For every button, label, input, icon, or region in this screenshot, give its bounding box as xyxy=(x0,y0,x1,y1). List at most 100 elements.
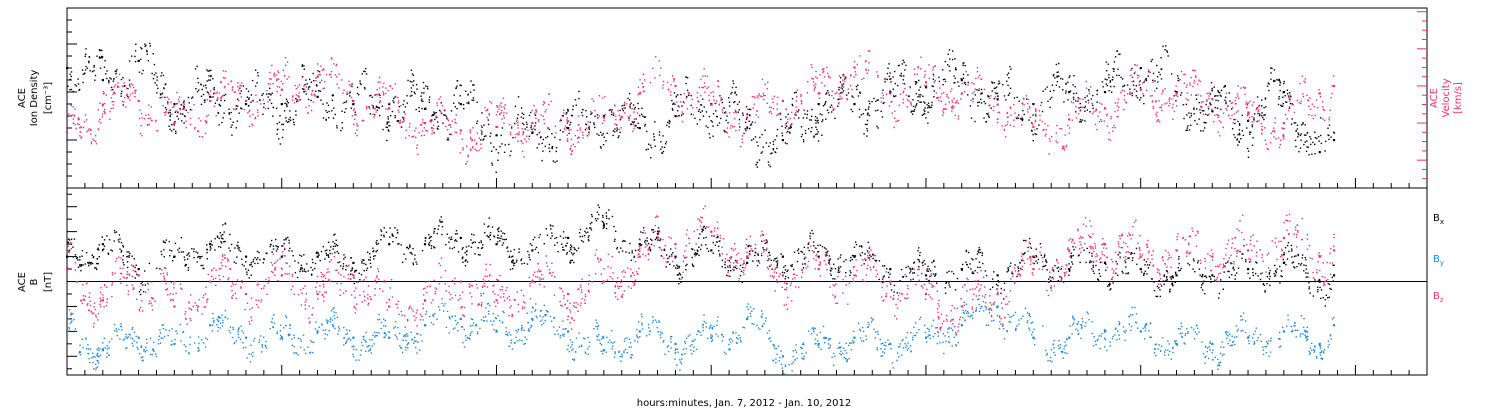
by-point xyxy=(138,337,140,339)
ion-density-point xyxy=(129,79,130,80)
ion-density-point xyxy=(913,106,914,107)
velocity-point xyxy=(571,139,572,140)
ion-density-point xyxy=(493,146,494,147)
ion-density-point xyxy=(76,85,77,86)
velocity-point xyxy=(973,83,974,84)
by-point xyxy=(171,328,172,329)
ion-density-point xyxy=(210,70,211,71)
velocity-point xyxy=(1305,78,1306,79)
velocity-point xyxy=(1086,88,1087,89)
velocity-point xyxy=(1023,104,1024,105)
velocity-point xyxy=(1139,81,1140,82)
velocity-point xyxy=(670,84,671,85)
velocity-point xyxy=(150,118,151,119)
velocity-point xyxy=(125,106,126,107)
ion-density-point xyxy=(877,110,878,111)
velocity-point xyxy=(216,115,217,116)
by-point xyxy=(781,364,782,365)
ion-density-point xyxy=(901,75,902,76)
ion-density-point xyxy=(248,105,249,106)
ion-density-point xyxy=(204,101,205,102)
ion-density-point xyxy=(365,68,366,69)
by-point xyxy=(158,339,159,340)
ion-density-point xyxy=(600,147,601,148)
by-point xyxy=(1060,347,1061,348)
by-point xyxy=(1330,338,1331,339)
velocity-point xyxy=(1274,122,1275,123)
by-point xyxy=(1000,323,1001,324)
ion-density-point xyxy=(614,128,615,129)
velocity-point xyxy=(1117,110,1118,111)
ion-density-point xyxy=(157,88,158,89)
ion-density-point xyxy=(315,90,316,91)
by-point xyxy=(385,334,386,335)
velocity-point xyxy=(758,117,759,118)
ion-density-point xyxy=(791,127,792,128)
velocity-point xyxy=(379,81,380,82)
ion-density-point xyxy=(701,104,702,105)
ion-density-point xyxy=(785,142,786,143)
by-point xyxy=(220,327,221,328)
velocity-point xyxy=(1068,114,1069,115)
ion-density-point xyxy=(410,81,411,82)
ion-density-point xyxy=(526,122,527,123)
velocity-point xyxy=(377,94,378,95)
ion-density-point xyxy=(742,115,743,116)
ion-density-point xyxy=(759,159,760,160)
ion-density-point xyxy=(447,139,448,140)
by-point xyxy=(417,341,418,342)
ion-density-point xyxy=(169,129,170,130)
velocity-point xyxy=(742,135,743,136)
ion-density-point xyxy=(985,103,986,104)
by-point xyxy=(327,322,328,323)
by-point xyxy=(1145,330,1146,331)
ion-density-point xyxy=(815,122,816,123)
velocity-point xyxy=(1283,122,1285,124)
by-point xyxy=(1184,343,1185,344)
velocity-point xyxy=(148,118,149,119)
velocity-point xyxy=(1314,106,1315,107)
by-point xyxy=(753,308,754,309)
velocity-point xyxy=(981,78,982,79)
by-point xyxy=(820,332,821,333)
ion-density-point xyxy=(837,99,838,100)
by-point xyxy=(487,303,488,304)
ion-density-point xyxy=(351,83,352,84)
by-point xyxy=(1333,317,1334,318)
by-point xyxy=(601,344,602,345)
ion-density-point xyxy=(239,87,240,88)
by-point xyxy=(525,337,526,338)
velocity-point xyxy=(141,135,142,136)
by-point xyxy=(563,335,564,336)
ion-density-point xyxy=(554,137,555,138)
by-point xyxy=(902,339,903,340)
by-point xyxy=(456,324,457,325)
ion-density-point xyxy=(1009,66,1010,67)
by-point xyxy=(485,307,486,308)
ion-density-point xyxy=(1097,90,1098,91)
by-point xyxy=(413,342,414,343)
by-point xyxy=(740,340,741,341)
velocity-point xyxy=(1289,106,1290,107)
ion-density-point xyxy=(1175,100,1176,101)
by-point xyxy=(317,330,319,332)
velocity-point xyxy=(503,123,504,124)
by-point xyxy=(323,330,324,331)
ion-density-point xyxy=(460,85,461,86)
by-point xyxy=(1262,346,1263,347)
by-point xyxy=(1268,355,1269,356)
by-point xyxy=(238,337,239,338)
velocity-point xyxy=(771,107,772,108)
ion-density-point xyxy=(1038,124,1039,125)
ion-density-point xyxy=(515,106,516,107)
by-point xyxy=(1282,327,1283,328)
ion-density-point xyxy=(545,146,546,147)
velocity-point xyxy=(713,96,714,97)
ion-density-point xyxy=(483,138,484,139)
velocity-point xyxy=(276,74,277,75)
ion-density-point xyxy=(1237,121,1238,122)
ion-density-point xyxy=(726,115,727,116)
velocity-point xyxy=(621,117,622,118)
velocity-point xyxy=(727,127,728,128)
by-point xyxy=(693,351,694,352)
